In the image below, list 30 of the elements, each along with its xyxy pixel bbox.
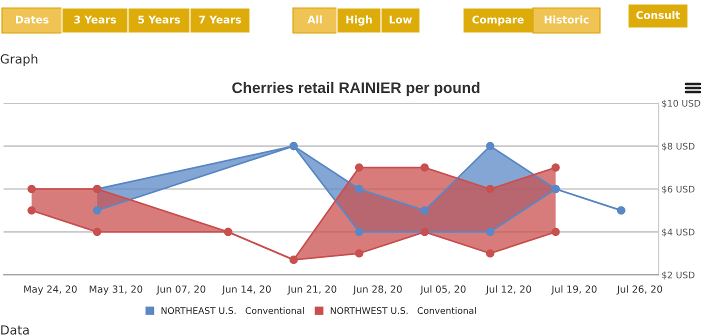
- x-tick-label: Jul 26, 20: [616, 285, 662, 295]
- y-tick-label: $6 USD: [662, 186, 694, 194]
- chart-title: Cherries retail RAINIER per pound: [232, 82, 480, 96]
- y-tick-label: $2 USD: [662, 271, 694, 280]
- legend-label: NORTHEAST U.S. Conventional: [162, 307, 304, 314]
- x-tick-label: Jul 12, 20: [486, 285, 532, 295]
- x-tick-label: May 24, 20: [24, 285, 77, 295]
- x-tick-label: Jun 21, 20: [287, 285, 336, 295]
- y-tick-label: $8 USD: [662, 142, 694, 151]
- text: Historic: [544, 15, 589, 24]
- text: Dates: [16, 16, 48, 24]
- text: 3 Years: [74, 16, 116, 24]
- x-tick-label: Jun 28, 20: [352, 285, 402, 295]
- text: 7 Years: [199, 16, 241, 24]
- x-tick-label: Jun 14, 20: [222, 285, 271, 295]
- text: Compare: [472, 16, 524, 26]
- legend-label: NORTHWEST U.S. Conventional: [330, 307, 476, 314]
- text: 5 Years: [138, 16, 180, 24]
- text: Graph: [0, 54, 38, 66]
- text: All: [307, 15, 322, 24]
- y-tick-label: $4 USD: [662, 228, 694, 237]
- x-tick-label: Jun 07, 20: [156, 285, 206, 295]
- text: High: [346, 15, 372, 26]
- y-tick-label: $10 USD: [662, 100, 700, 108]
- text: Data: [1, 325, 29, 335]
- text: Low: [390, 16, 412, 24]
- x-tick-label: Jul 05, 20: [420, 285, 466, 295]
- text: Consult: [636, 10, 680, 20]
- x-tick-label: May 31, 20: [90, 285, 142, 295]
- x-tick-label: Jul 19, 20: [551, 285, 597, 295]
